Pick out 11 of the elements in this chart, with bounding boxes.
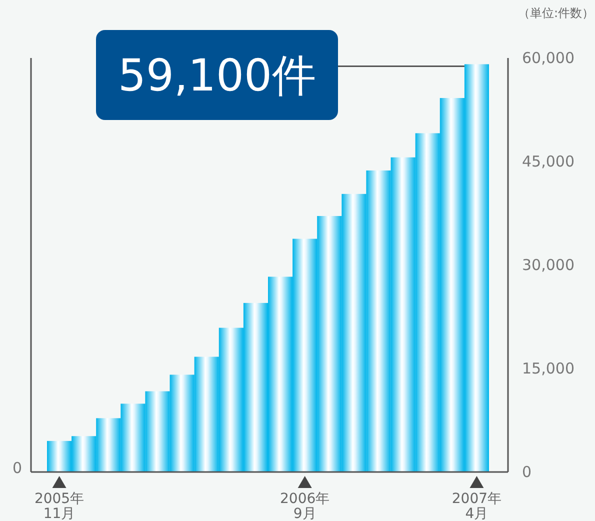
x-tick-label: 2005年 11月: [34, 491, 84, 521]
text: 0: [12, 459, 22, 477]
y-tick-label: 15,000: [522, 360, 574, 378]
y-tick-label: 30,000: [522, 256, 574, 274]
y-axis-title: （単位:件数）: [518, 6, 594, 20]
x-tick-label: 2007年 4月: [452, 491, 502, 521]
y-tick-label: 0: [522, 463, 532, 481]
y-tick-label: 60,000: [522, 49, 574, 67]
y-tick-label: 45,000: [522, 152, 574, 170]
x-tick-label: 2006年 9月: [280, 491, 330, 521]
annotation: 59,100件: [118, 50, 316, 102]
